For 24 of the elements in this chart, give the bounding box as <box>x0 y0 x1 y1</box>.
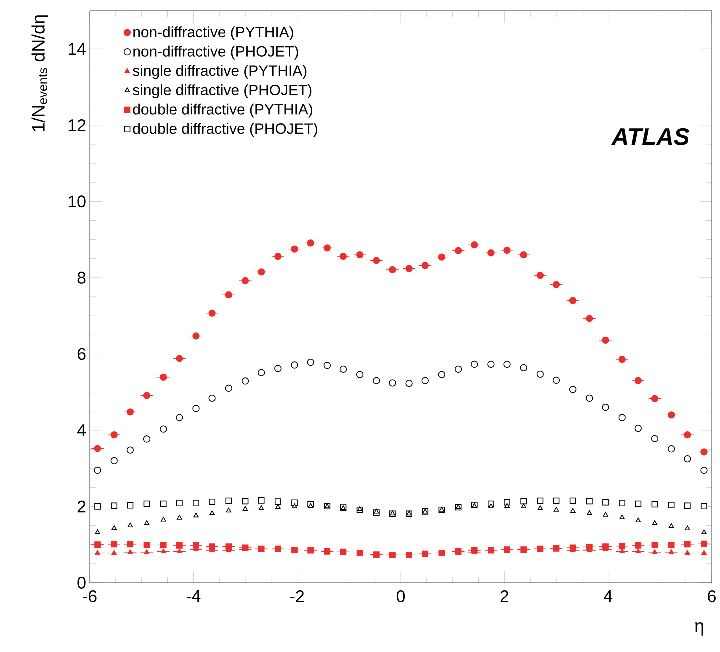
y-tick-label: 10 <box>68 196 86 208</box>
x-tick-label: -6 <box>83 590 97 603</box>
y-tick-label: 6 <box>78 348 86 360</box>
legend-label: double diffractive (PYTHIA) <box>133 104 312 118</box>
x-tick-label: 2 <box>500 590 509 602</box>
y-tick-label: 2 <box>78 500 86 513</box>
x-tick-label: 0 <box>396 590 406 603</box>
x-tick-label: 4 <box>604 590 613 602</box>
x-tick-label: -4 <box>186 590 201 602</box>
legend-label: single diffractive (PYTHIA) <box>133 65 307 80</box>
y-axis-title: 1/N$_{events}$ dN/dη <box>32 16 48 132</box>
y-tick-label: 8 <box>78 272 86 284</box>
x-axis-title: η <box>696 622 704 636</box>
annotation: ATLAS <box>611 128 690 146</box>
y-tick-label: 4 <box>77 424 86 436</box>
legend-label: double diffractive (PHOJET) <box>133 123 318 138</box>
x-tick-label: 6 <box>708 590 716 603</box>
legend-label: single diffractive (PHOJET) <box>133 84 312 98</box>
legend-label: non-diffractive (PYTHIA) <box>134 26 294 41</box>
x-tick-label: -2 <box>290 590 304 602</box>
y-tick-label: 14 <box>68 43 86 55</box>
y-tick-label: 12 <box>68 119 86 132</box>
y-tick-label: 0 <box>78 577 86 589</box>
legend-label: non-diffractive (PHOJET) <box>134 46 298 60</box>
